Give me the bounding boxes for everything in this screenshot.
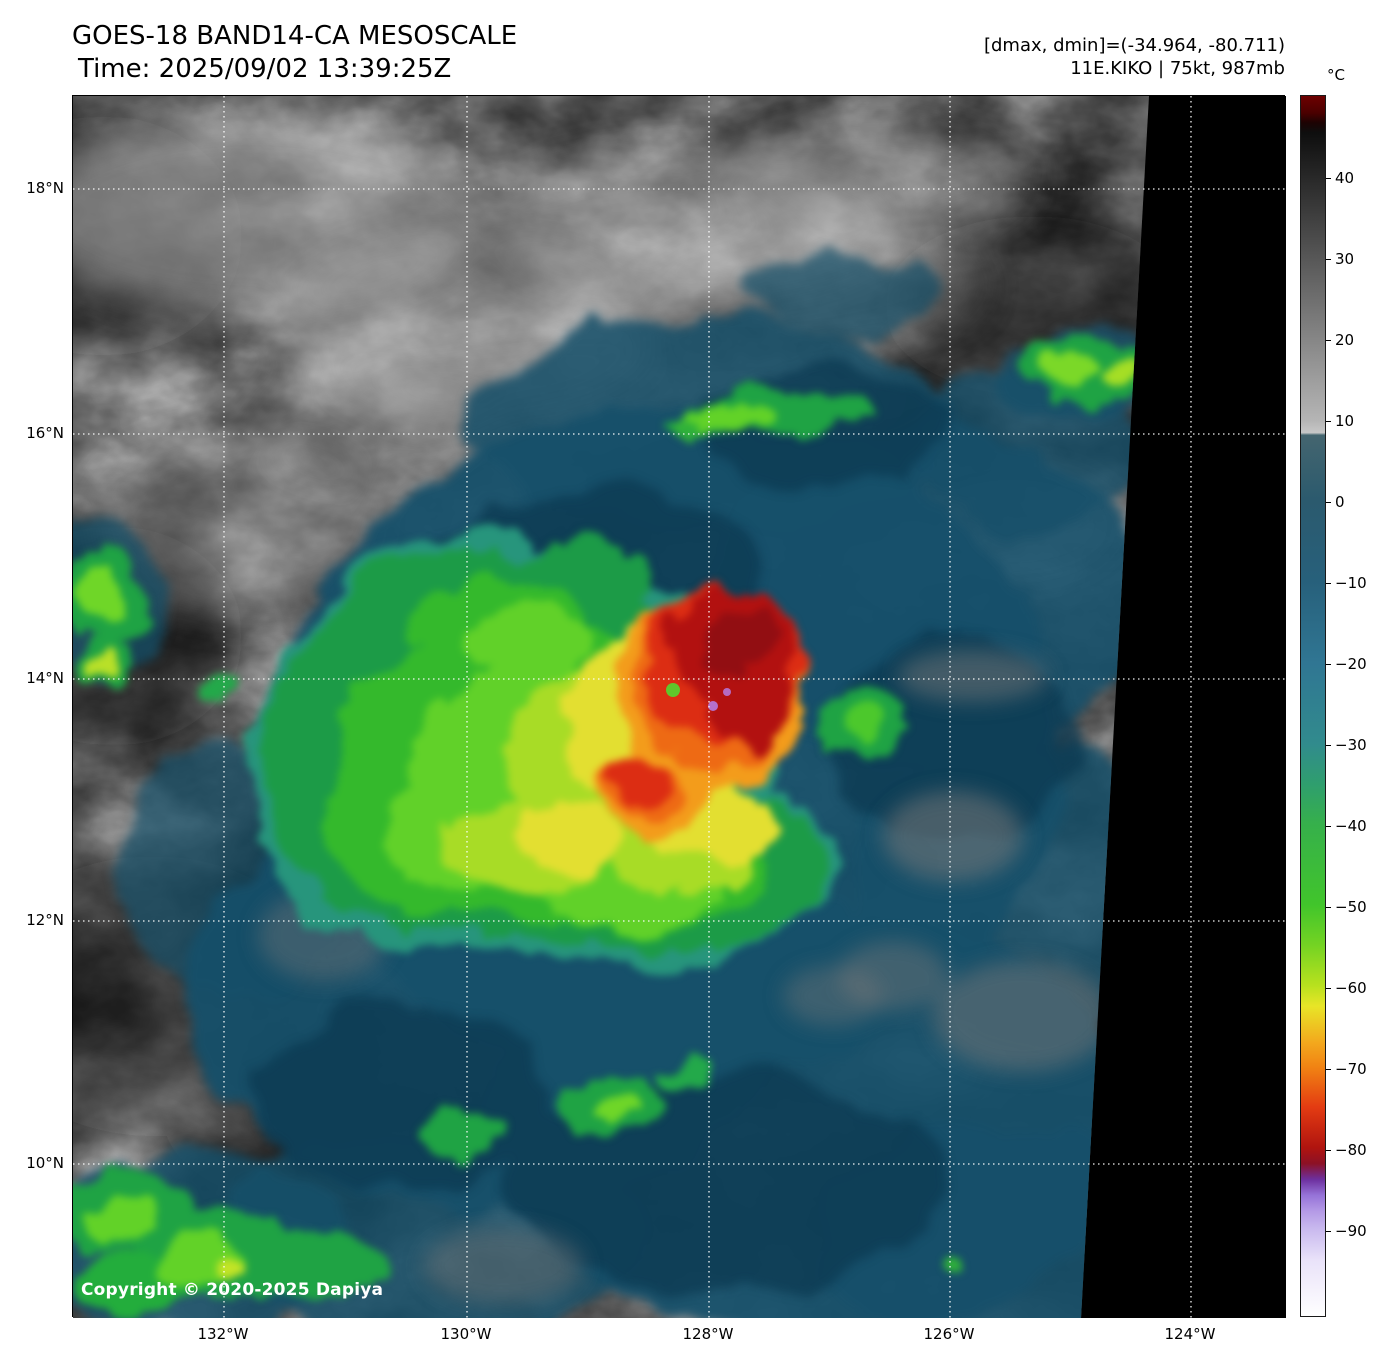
cb-label-text: −10 [1335,574,1367,592]
cb-label-20: 20 [1326,331,1354,349]
cb-label-neg20: −20 [1326,655,1367,673]
cb-label-text: −70 [1335,1060,1367,1078]
lon-tick-124w: 124°W [1164,1325,1216,1343]
colorbar-tick [1326,825,1331,827]
lon-tick-128w: 128°W [682,1325,734,1343]
cb-label-text: −50 [1335,898,1367,916]
colorbar-tick [1326,501,1331,503]
cb-label-text: −80 [1335,1141,1367,1159]
lon-tick-126w: 126°W [923,1325,975,1343]
lat-tick-16n: 16°N [26,424,64,442]
cb-label-text: 20 [1335,331,1355,349]
colorbar-tick [1326,258,1331,260]
colorbar-unit: °C [1327,66,1345,84]
lat-tick-10n: 10°N [26,1154,64,1172]
colorbar [1300,95,1326,1317]
colorbar-tick [1326,1149,1331,1151]
cb-label-neg10: −10 [1326,574,1367,592]
colorbar-tick [1326,987,1331,989]
lat-tick-18n: 18°N [26,179,64,197]
cb-label-text: −40 [1335,817,1367,835]
cb-label-text: −20 [1335,655,1367,673]
lat-tick-12n: 12°N [26,911,64,929]
gridlines-layer [73,96,1286,1318]
storm-info-readout: 11E.KIKO | 75kt, 987mb [1070,58,1285,79]
cb-label-text: −60 [1335,979,1367,997]
cb-label-text: 10 [1335,412,1355,430]
colorbar-tick [1326,582,1331,584]
cb-label-neg90: −90 [1326,1222,1367,1240]
core-detail-dots [666,683,731,711]
cb-label-text: −90 [1335,1222,1367,1240]
colorbar-tick [1326,663,1331,665]
scattered-convection [73,336,1149,761]
cb-label-40: 40 [1326,169,1354,187]
cb-label-30: 30 [1326,250,1354,268]
cb-label-text: 30 [1335,250,1355,268]
colorbar-tick [1326,1230,1331,1232]
cb-label-0: 0 [1326,493,1345,511]
figure-timestamp: Time: 2025/09/02 13:39:25Z [78,54,452,84]
colorbar-tick [1326,906,1331,908]
cb-label-text: −30 [1335,736,1367,754]
cb-label-neg70: −70 [1326,1060,1367,1078]
cb-label-text: 0 [1335,493,1345,511]
cb-label-neg40: −40 [1326,817,1367,835]
colorbar-tick [1326,1068,1331,1070]
cb-label-text: 40 [1335,169,1355,187]
dmax-dmin-readout: [dmax, dmin]=(-34.964, -80.711) [983,35,1285,56]
storm-kiko [253,534,843,966]
data-swath [73,96,1149,1318]
cb-label-neg50: −50 [1326,898,1367,916]
lon-tick-130w: 130°W [440,1325,492,1343]
colorbar-tick [1326,339,1331,341]
colorbar-tick [1326,420,1331,422]
copyright-text: Copyright © 2020-2025 Dapiya [81,1280,384,1300]
satellite-scene [73,96,1286,1318]
cb-label-10: 10 [1326,412,1354,430]
lat-tick-14n: 14°N [26,669,64,687]
cb-label-neg80: −80 [1326,1141,1367,1159]
lon-tick-132w: 132°W [197,1325,249,1343]
figure-title: GOES-18 BAND14-CA MESOSCALE [72,21,518,51]
storm-maroon-core [696,607,780,678]
satellite-plot: Copyright © 2020-2025 Dapiya [72,95,1286,1318]
southern-convection-band [73,1064,963,1311]
cb-label-neg30: −30 [1326,736,1367,754]
colorbar-tick [1326,177,1331,179]
figure-annotations: [dmax, dmin]=(-34.964, -80.711) 11E.KIKO… [984,34,1285,80]
cb-label-neg60: −60 [1326,979,1367,997]
figure-title-block: GOES-18 BAND14-CA MESOSCALE Time: 2025/0… [72,20,517,86]
colorbar-tick [1326,744,1331,746]
